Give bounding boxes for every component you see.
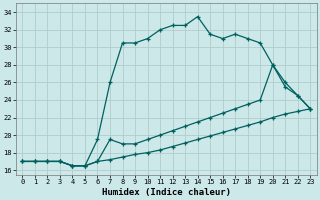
X-axis label: Humidex (Indice chaleur): Humidex (Indice chaleur) bbox=[102, 188, 231, 197]
